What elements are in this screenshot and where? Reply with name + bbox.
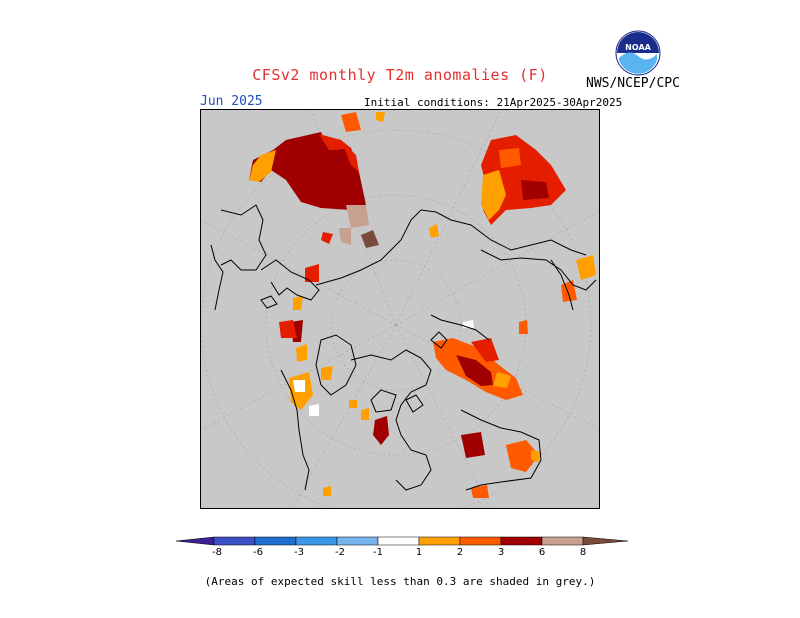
colorbar bbox=[176, 536, 628, 546]
agency-label: NWS/NCEP/CPC bbox=[586, 76, 680, 91]
anomaly-region bbox=[506, 440, 539, 472]
anomaly-region bbox=[376, 112, 385, 122]
anomaly-region bbox=[296, 344, 307, 362]
forecast-month: Jun 2025 bbox=[200, 94, 263, 109]
anomaly-region bbox=[521, 180, 549, 200]
colorbar-seg-neutral bbox=[377, 536, 420, 546]
anomaly-region bbox=[373, 416, 389, 445]
anomaly-region bbox=[305, 264, 319, 282]
polar-map bbox=[200, 109, 600, 509]
coastline-scandinavia bbox=[260, 259, 320, 301]
noaa-logo-text: NOAA bbox=[625, 43, 651, 52]
anomaly-region bbox=[249, 132, 366, 210]
coastline-alaska bbox=[430, 314, 490, 341]
coastline-islands bbox=[430, 331, 448, 349]
anomaly-region bbox=[561, 280, 577, 302]
skill-note: (Areas of expected skill less than 0.3 a… bbox=[204, 575, 596, 588]
colorbar-seg-neg2 bbox=[295, 536, 338, 546]
colorbar-segments bbox=[176, 536, 628, 546]
anomaly-region bbox=[341, 140, 359, 172]
anomaly-region bbox=[319, 134, 351, 150]
colorbar-tick: -6 bbox=[253, 547, 263, 558]
coastline-europe bbox=[220, 204, 267, 271]
anomaly-region bbox=[519, 320, 528, 334]
colorbar-seg-pos3 bbox=[500, 536, 543, 546]
anomaly-region bbox=[429, 224, 439, 238]
anomaly-region bbox=[471, 338, 499, 362]
colorbar-seg-neg3 bbox=[254, 536, 297, 546]
anomaly-region bbox=[293, 380, 305, 392]
anomaly-region bbox=[361, 230, 379, 248]
anomaly-region bbox=[249, 150, 276, 182]
anomaly-region bbox=[481, 170, 506, 220]
coastlines bbox=[210, 204, 597, 491]
coastline-iberia bbox=[210, 244, 224, 311]
coastline-arctic-islands bbox=[370, 389, 397, 413]
colorbar-tick: 8 bbox=[579, 547, 587, 558]
colorbar-seg-pos2 bbox=[459, 536, 502, 546]
anomaly-region bbox=[349, 400, 357, 408]
anomaly-region bbox=[309, 404, 319, 416]
coastline-canada-arctic bbox=[350, 349, 432, 436]
anomaly-region bbox=[346, 205, 369, 228]
coastline-russia bbox=[315, 209, 587, 286]
coastline-asia-east bbox=[480, 249, 597, 291]
anomaly-region bbox=[471, 485, 489, 498]
anomaly-region bbox=[339, 228, 351, 245]
colorbar-seg-neg1 bbox=[336, 536, 379, 546]
anomaly-region bbox=[321, 232, 333, 244]
anomaly-region bbox=[499, 148, 521, 168]
coastline-pacific bbox=[460, 409, 542, 491]
colorbar-seg-pos1 bbox=[418, 536, 461, 546]
colorbar-tick: -2 bbox=[335, 547, 345, 558]
colorbar-seg-neg8 bbox=[176, 536, 215, 546]
coastline-greenland bbox=[315, 334, 357, 396]
coastline-arctic-islands-2 bbox=[405, 394, 424, 413]
coastline-northamerica bbox=[280, 369, 310, 491]
anomaly-region bbox=[493, 372, 511, 388]
anomaly-region bbox=[323, 486, 331, 496]
colorbar-seg-neg6 bbox=[213, 536, 256, 546]
colorbar-tick: 2 bbox=[456, 547, 464, 558]
coastline-japan bbox=[550, 259, 574, 311]
anomaly-region bbox=[293, 296, 303, 310]
colorbar-seg-pos8 bbox=[582, 536, 628, 546]
colorbar-tick: -8 bbox=[212, 547, 222, 558]
colorbar-seg-pos6 bbox=[541, 536, 584, 546]
anomaly-region bbox=[461, 432, 485, 458]
anomaly-regions bbox=[249, 112, 596, 498]
colorbar-tick: 3 bbox=[497, 547, 505, 558]
colorbar-tick: 6 bbox=[538, 547, 546, 558]
anomaly-region bbox=[341, 112, 361, 132]
polar-map-svg bbox=[201, 110, 599, 508]
chart-title: CFSv2 monthly T2m anomalies (F) bbox=[252, 66, 548, 84]
anomaly-region bbox=[321, 366, 333, 380]
colorbar-tick: -3 bbox=[294, 547, 304, 558]
noaa-logo: NOAA bbox=[615, 30, 661, 76]
anomaly-region bbox=[463, 320, 474, 328]
anomaly-region bbox=[531, 450, 541, 462]
colorbar-tick: 1 bbox=[415, 547, 423, 558]
anomaly-region bbox=[456, 355, 493, 386]
anomaly-region bbox=[361, 408, 369, 420]
colorbar-tick: -1 bbox=[373, 547, 383, 558]
coastline-iceland bbox=[260, 295, 278, 309]
initial-conditions: Initial conditions: 21Apr2025-30Apr2025 bbox=[364, 96, 623, 109]
coastline-hudson bbox=[395, 434, 432, 491]
anomaly-region bbox=[279, 320, 297, 338]
anomaly-region bbox=[576, 255, 596, 280]
